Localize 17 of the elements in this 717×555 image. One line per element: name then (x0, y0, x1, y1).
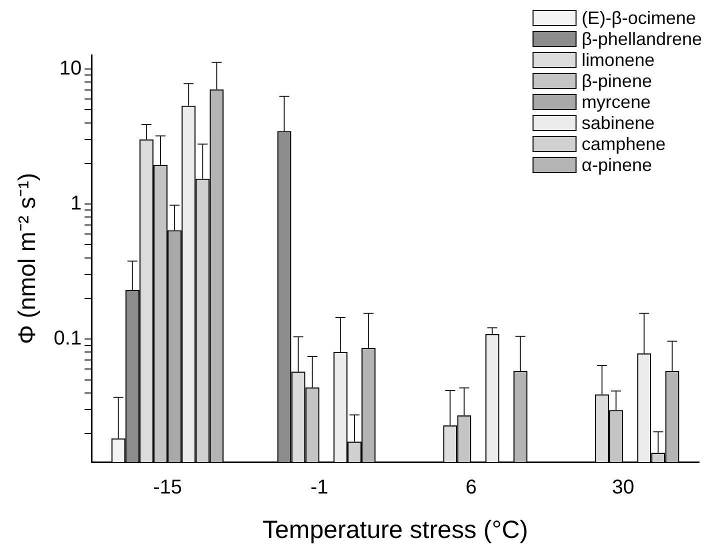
x-tick-label: 6 (466, 476, 477, 499)
legend-label: α-pinene (582, 154, 652, 175)
x-axis-title: Temperature stress (°C) (262, 516, 528, 544)
y-tick-label: 0.1 (54, 328, 82, 350)
legend-label: sabinene (582, 112, 655, 133)
legend-label: camphene (582, 134, 666, 154)
x-tick-label: -15 (153, 476, 182, 499)
legend-label: (E)-β-ocimene (582, 8, 696, 28)
y-tick-label: 1 (70, 192, 82, 215)
x-tick-label: -1 (310, 476, 328, 499)
y-tick-label: 10 (59, 58, 82, 80)
legend-label: myrcene (582, 92, 651, 112)
legend-label: limonene (582, 50, 655, 70)
legend-label: β-pinene (582, 70, 652, 91)
x-tick-label: 30 (612, 476, 634, 499)
legend-label: β-phellandrene (582, 28, 702, 49)
y-axis-title: Φ (nmol m⁻² s⁻¹) (14, 172, 42, 344)
